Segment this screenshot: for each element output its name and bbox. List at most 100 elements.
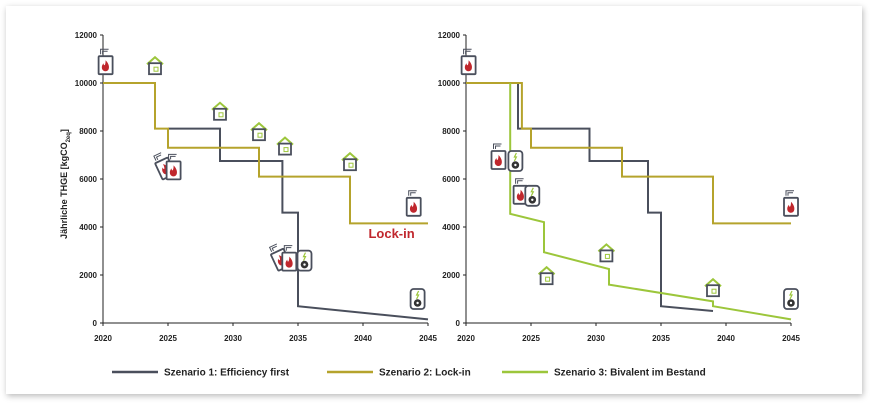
flame-shape — [169, 165, 177, 177]
y-axis-title-main: Jährliche THGE [kgCO — [59, 142, 69, 239]
fan-hub — [303, 263, 306, 266]
flame-shape — [494, 155, 502, 166]
house-roof — [341, 151, 359, 161]
house-window — [257, 132, 263, 138]
house-efficiency-icon — [250, 121, 268, 142]
legend-label: Szenario 3: Bivalent im Bestand — [554, 368, 706, 379]
y-tick-label: 0 — [456, 319, 461, 328]
heat-pump-icon — [296, 249, 313, 272]
flue-pipe — [153, 152, 162, 161]
house-roof — [704, 277, 722, 287]
flue-pipe — [515, 178, 524, 184]
y-tick-label: 8000 — [79, 127, 97, 136]
flue-pipe — [493, 143, 502, 149]
y-axis-title-close: ] — [59, 129, 69, 132]
flame-shape — [409, 201, 418, 213]
y-tick-label: 2000 — [442, 271, 460, 280]
series-line-efficiency — [168, 127, 429, 321]
y-tick-label: 10000 — [75, 79, 98, 88]
y-tick-label: 4000 — [79, 223, 97, 232]
x-tick-label: 2040 — [354, 334, 372, 343]
chart-panel-2: 0 2000 4000 6000 8000 10000 12000 2020 2025 2030 2… — [438, 31, 801, 343]
y-tick-label: 8000 — [442, 127, 460, 136]
bolt-shape — [513, 152, 518, 162]
y-axis-title-sub: 2eq — [66, 132, 72, 143]
heat-pump-icon — [524, 184, 541, 207]
fan-hub — [416, 301, 419, 305]
series-line-efficiency — [517, 83, 714, 312]
house-window — [218, 112, 224, 118]
flue-pipe — [408, 190, 417, 196]
gas-heater-icon — [490, 143, 507, 170]
house-window — [283, 147, 289, 153]
house-efficiency-icon — [537, 265, 556, 286]
flue-pipe — [268, 243, 278, 253]
house-roof — [211, 101, 229, 111]
fan-hub — [531, 198, 534, 201]
x-tick-label: 2035 — [652, 334, 670, 343]
x-tick-label: 2045 — [419, 334, 437, 343]
series-line-lockin — [466, 82, 791, 225]
y-tick-label: 4000 — [442, 223, 460, 232]
flame-shape — [787, 201, 795, 213]
flue-pipe — [283, 245, 293, 251]
x-tick-label: 2035 — [289, 334, 307, 343]
flame-shape — [516, 189, 524, 201]
legend-item: Szenario 2: Lock-in — [327, 368, 471, 379]
house-roof — [537, 265, 556, 275]
heat-pump-icon — [783, 288, 799, 310]
house-window — [153, 66, 159, 72]
flame-shape — [101, 60, 109, 72]
x-tick-label: 2045 — [782, 334, 800, 343]
x-tick-label: 2025 — [159, 334, 177, 343]
house-efficiency-icon — [276, 136, 294, 156]
y-tick-label: 6000 — [79, 175, 97, 184]
y-tick-label: 0 — [93, 319, 98, 328]
fan-hub — [789, 301, 793, 305]
x-tick-label: 2030 — [224, 334, 242, 343]
flue-pipe — [100, 48, 109, 55]
house-efficiency-icon — [211, 101, 229, 121]
heat-pump-icon — [507, 150, 524, 172]
house-window — [604, 253, 610, 259]
gas-heater-icon — [783, 190, 799, 217]
house-window — [545, 276, 551, 282]
gas-heater-pair-icon — [268, 243, 298, 272]
house-window — [711, 288, 717, 294]
x-tick-label: 2020 — [457, 334, 475, 343]
bolt-shape — [302, 252, 307, 261]
gas-heater-icon — [97, 48, 114, 76]
series-line-bivalent — [509, 83, 792, 321]
gas-heater-pair-icon — [153, 152, 182, 181]
y-tick-label: 6000 — [442, 175, 460, 184]
house-efficiency-icon — [704, 277, 722, 298]
flue-pipe — [168, 153, 177, 160]
gas-heater-icon — [405, 190, 422, 217]
legend-label: Szenario 1: Efficiency first — [164, 368, 290, 379]
fan-hub — [514, 163, 517, 167]
x-tick-label: 2025 — [522, 334, 540, 343]
legend-item: Szenario 3: Bivalent im Bestand — [502, 368, 706, 379]
lock-in-annotation: Lock-in — [368, 226, 414, 241]
bolt-shape — [415, 290, 420, 300]
bolt-shape — [530, 187, 535, 197]
chart-panel-1: 0 2000 4000 6000 8000 10000 12000 2020 2025 2030 2… — [59, 31, 437, 343]
series-line-lockin — [103, 82, 428, 225]
flue-pipe — [463, 48, 472, 55]
flame-shape — [464, 60, 472, 72]
house-efficiency-icon — [597, 243, 616, 263]
house-roof — [146, 55, 164, 65]
flue-pipe — [785, 190, 794, 196]
house-efficiency-icon — [341, 151, 359, 172]
legend-item: Szenario 1: Efficiency first — [112, 368, 290, 379]
x-tick-label: 2040 — [717, 334, 735, 343]
y-tick-label: 10000 — [438, 79, 461, 88]
house-roof — [597, 243, 616, 253]
heat-pump-icon — [409, 288, 426, 310]
legend: Szenario 1: Efficiency first Szenario 2: … — [112, 368, 706, 379]
y-tick-label: 12000 — [75, 31, 98, 40]
house-window — [348, 162, 354, 168]
bolt-shape — [789, 290, 793, 300]
gas-heater-icon — [460, 48, 477, 76]
